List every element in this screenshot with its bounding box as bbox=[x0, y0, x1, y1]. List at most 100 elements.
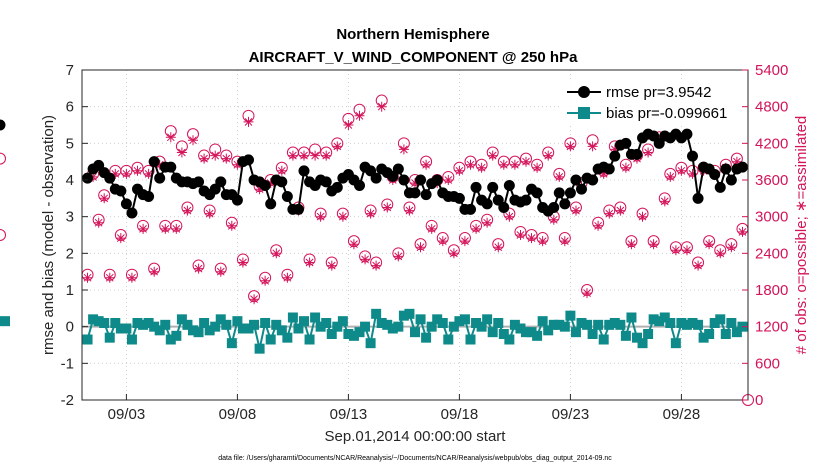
bias-point bbox=[709, 318, 720, 328]
bias-point bbox=[287, 312, 298, 323]
rmse-point bbox=[465, 203, 476, 215]
rmse-point bbox=[193, 176, 205, 188]
bias-point bbox=[681, 319, 692, 330]
bias-point bbox=[509, 319, 520, 330]
rmse-point bbox=[603, 163, 615, 175]
obs-assimilated-marker bbox=[704, 239, 715, 250]
chart-subtitle: AIRCRAFT_V_WIND_COMPONENT @ 250 hPa bbox=[249, 49, 579, 66]
bias-point bbox=[226, 338, 237, 349]
rmse-point bbox=[370, 172, 382, 184]
rmse-point bbox=[487, 181, 499, 193]
rmse-point bbox=[570, 174, 582, 186]
obs-assimilated-marker bbox=[115, 233, 126, 244]
bias-point bbox=[310, 312, 321, 323]
bias-point bbox=[265, 334, 276, 345]
bias-point bbox=[615, 319, 626, 330]
obs-assimilated-marker bbox=[487, 150, 498, 161]
bias-point bbox=[532, 330, 543, 341]
obs-assimilated-marker bbox=[337, 211, 348, 222]
obs-assimilated-marker bbox=[393, 251, 404, 262]
obs-assimilated-marker bbox=[682, 245, 692, 256]
obs-assimilated-marker bbox=[504, 211, 515, 222]
obs-assimilated-marker bbox=[648, 239, 659, 250]
y-tick-label-right: 3000 bbox=[755, 209, 788, 226]
rmse-point bbox=[298, 165, 310, 177]
rmse-point bbox=[498, 202, 510, 213]
bias-point bbox=[293, 323, 304, 334]
obs-assimilated-marker bbox=[188, 135, 198, 146]
bias-point bbox=[299, 316, 309, 327]
rmse-point bbox=[292, 203, 304, 215]
bias-point bbox=[204, 325, 215, 336]
bias-point bbox=[620, 330, 631, 341]
obs-possible-marker bbox=[0, 229, 6, 241]
rmse-point bbox=[720, 163, 732, 175]
obs-assimilated-marker bbox=[304, 257, 315, 268]
bias-point bbox=[570, 327, 581, 338]
obs-assimilated-marker bbox=[426, 223, 437, 234]
obs-assimilated-marker bbox=[321, 150, 332, 161]
rmse-point bbox=[470, 181, 482, 193]
bias-point bbox=[521, 327, 531, 338]
obs-assimilated-marker bbox=[476, 162, 487, 173]
y-tick-label-right: 4200 bbox=[755, 135, 788, 152]
rmse-point bbox=[392, 163, 404, 175]
bias-point bbox=[143, 318, 154, 328]
bias-point bbox=[104, 332, 115, 343]
obs-assimilated-marker bbox=[260, 275, 271, 286]
bias-point bbox=[254, 343, 265, 354]
obs-assimilated-marker bbox=[138, 223, 149, 234]
obs-assimilated-marker bbox=[310, 150, 321, 161]
bias-point bbox=[99, 318, 110, 328]
obs-assimilated-marker bbox=[93, 217, 104, 228]
rmse-point bbox=[559, 198, 571, 210]
obs-assimilated-marker bbox=[571, 205, 581, 216]
obs-assimilated-marker bbox=[282, 272, 293, 283]
obs-assimilated-marker bbox=[149, 266, 160, 277]
bias-point bbox=[121, 323, 132, 334]
bias-point bbox=[676, 318, 687, 328]
x-tick-label: 09/13 bbox=[330, 406, 368, 423]
obs-assimilated-marker bbox=[221, 153, 232, 164]
y-tick-label-right: 1800 bbox=[755, 282, 788, 299]
bias-point bbox=[604, 319, 615, 330]
bias-point bbox=[365, 338, 376, 349]
bias-point bbox=[582, 319, 593, 330]
bias-point bbox=[698, 332, 709, 343]
obs-assimilated-marker bbox=[737, 226, 748, 237]
obs-assimilated-marker bbox=[326, 260, 337, 271]
obs-assimilated-marker bbox=[232, 159, 243, 170]
y-tick-label-left: 6 bbox=[66, 99, 74, 116]
obs-assimilated-marker bbox=[615, 205, 626, 216]
obs-assimilated-marker bbox=[360, 254, 371, 265]
bias-point bbox=[371, 308, 382, 319]
bias-point bbox=[415, 314, 426, 325]
rmse-point bbox=[564, 187, 576, 199]
bias-point bbox=[515, 323, 526, 334]
bias-point bbox=[637, 338, 648, 349]
bias-point bbox=[454, 316, 465, 327]
legend: rmse pr=3.9542 bias pr=-0.099661 bbox=[562, 80, 742, 125]
rmse-point bbox=[115, 185, 127, 197]
rmse-point bbox=[243, 154, 254, 166]
rmse-point bbox=[331, 181, 343, 193]
obs-assimilated-marker bbox=[731, 156, 742, 167]
bias-point bbox=[526, 327, 537, 338]
obs-assimilated-marker bbox=[154, 159, 165, 170]
bias-point bbox=[354, 327, 365, 338]
bias-point bbox=[249, 319, 260, 330]
obs-assimilated-marker bbox=[132, 165, 143, 176]
x-axis-label: Sep.01,2014 00:00:00 start bbox=[325, 428, 507, 445]
obs-assimilated-marker bbox=[587, 141, 598, 152]
obs-assimilated-marker bbox=[443, 175, 454, 185]
obs-assimilated-marker bbox=[670, 245, 681, 256]
bias-point bbox=[576, 318, 587, 328]
rmse-point bbox=[531, 187, 543, 199]
y-tick-label-right: 600 bbox=[755, 355, 780, 372]
bias-point bbox=[648, 314, 659, 325]
obs-assimilated-marker bbox=[210, 150, 221, 161]
obs-assimilated-marker bbox=[593, 220, 604, 231]
bias-point bbox=[138, 319, 149, 330]
obs-assimilated-marker bbox=[243, 116, 254, 127]
legend-rmse-marker bbox=[578, 86, 590, 98]
